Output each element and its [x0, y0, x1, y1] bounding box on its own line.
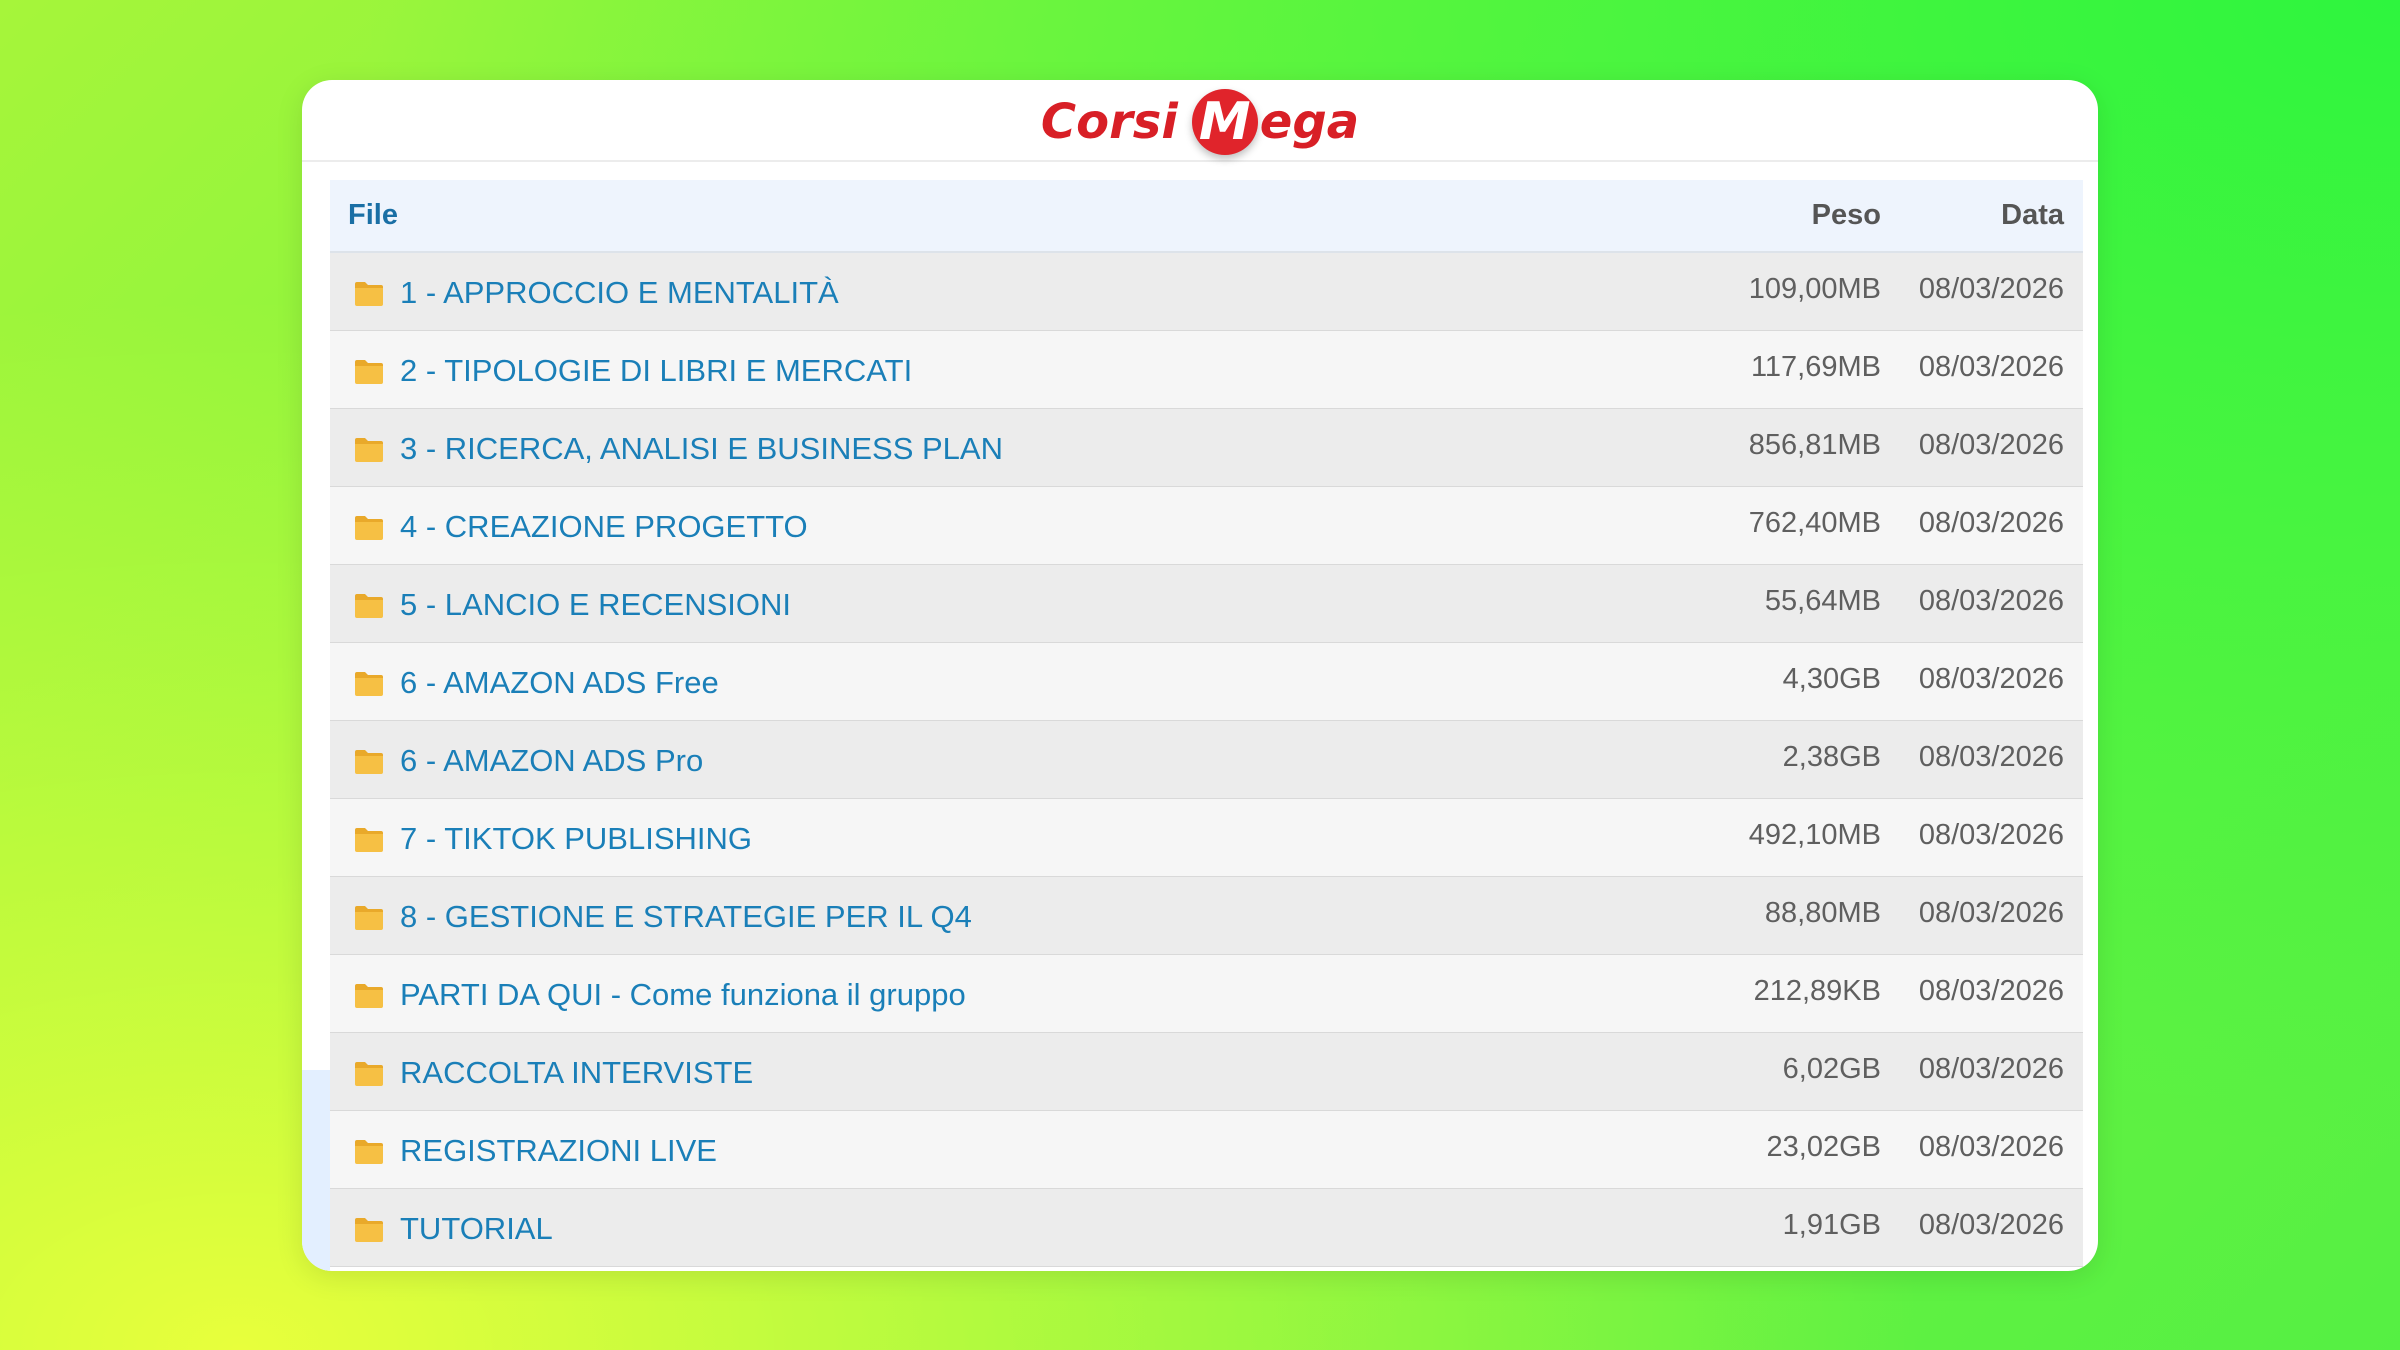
file-date: 08/03/2026 [1918, 975, 2064, 1007]
folder-link[interactable]: 7 - TIKTOK PUBLISHING [400, 821, 753, 856]
folder-icon [354, 827, 384, 853]
folder-icon [354, 905, 384, 931]
folder-link[interactable]: 8 - GESTIONE E STRATEGIE PER IL Q4 [400, 899, 972, 934]
left-accent-strip [302, 1070, 330, 1271]
file-date: 08/03/2026 [1918, 273, 2064, 305]
file-date: 08/03/2026 [1918, 585, 2064, 617]
folder-link[interactable]: 6 - AMAZON ADS Free [400, 665, 719, 700]
folder-link[interactable]: 1 - APPROCCIO E MENTALITÀ [400, 275, 839, 310]
file-date: 08/03/2026 [1918, 429, 2064, 461]
folder-icon [354, 359, 384, 385]
table-row[interactable]: PARTI DA QUI - Come funziona il gruppo 21… [330, 955, 2083, 1033]
file-size: 1,91GB [1782, 1209, 1881, 1241]
table-row[interactable]: 3 - RICERCA, ANALISI E BUSINESS PLAN 856,… [330, 409, 2083, 487]
folder-icon [354, 749, 384, 775]
folder-link[interactable]: 5 - LANCIO E RECENSIONI [400, 587, 792, 622]
table-row[interactable]: 7 - TIKTOK PUBLISHING 492,10MB 08/03/2026 [330, 799, 2083, 877]
table-header: File Peso Data [330, 180, 2083, 253]
file-size: 23,02GB [1766, 1131, 1881, 1163]
file-date: 08/03/2026 [1918, 897, 2064, 929]
folder-icon [354, 593, 384, 619]
table-row[interactable]: TUTORIAL 1,91GB 08/03/2026 [330, 1189, 2083, 1267]
folder-link[interactable]: PARTI DA QUI - Come funziona il gruppo [400, 977, 966, 1012]
folder-link[interactable]: 3 - RICERCA, ANALISI E BUSINESS PLAN [400, 431, 1003, 466]
folder-link[interactable]: TUTORIAL [400, 1211, 553, 1246]
folder-icon [354, 671, 384, 697]
file-date: 08/03/2026 [1918, 663, 2064, 695]
file-size: 109,00MB [1748, 273, 1881, 305]
column-header-date[interactable]: Data [2001, 199, 2064, 231]
table-row[interactable]: 6 - AMAZON ADS Free 4,30GB 08/03/2026 [330, 643, 2083, 721]
table-row[interactable]: 1 - APPROCCIO E MENTALITÀ 109,00MB 08/03/2… [330, 253, 2083, 331]
card-header: Corsi M ega [302, 80, 2098, 162]
folder-icon [354, 515, 384, 541]
brand-logo-m-badge: M [1191, 89, 1258, 155]
file-date: 08/03/2026 [1918, 819, 2064, 851]
file-size: 762,40MB [1748, 507, 1881, 539]
table-row[interactable]: 4 - CREAZIONE PROGETTO 762,40MB 08/03/2026 [330, 487, 2083, 565]
file-size: 6,02GB [1782, 1053, 1881, 1085]
folder-icon [354, 281, 384, 307]
file-date: 08/03/2026 [1918, 1131, 2064, 1163]
file-size: 4,30GB [1782, 663, 1881, 695]
folder-icon [354, 1139, 384, 1165]
file-date: 08/03/2026 [1918, 351, 2064, 383]
brand-logo-text-ega: ega [1259, 94, 1360, 150]
table-row[interactable]: 5 - LANCIO E RECENSIONI 55,64MB 08/03/2026 [330, 565, 2083, 643]
column-header-file[interactable]: File [348, 199, 398, 231]
table-row[interactable]: REGISTRAZIONI LIVE 23,02GB 08/03/2026 [330, 1111, 2083, 1189]
table-row[interactable]: RACCOLTA INTERVISTE 6,02GB 08/03/2026 [330, 1033, 2083, 1111]
file-date: 08/03/2026 [1918, 741, 2064, 773]
brand-logo-text-corsi: Corsi [1040, 94, 1178, 150]
folder-icon [354, 983, 384, 1009]
brand-logo[interactable]: Corsi M ega [1041, 89, 1359, 155]
column-header-size[interactable]: Peso [1811, 199, 1881, 231]
folder-link[interactable]: 4 - CREAZIONE PROGETTO [400, 509, 808, 544]
file-size: 117,69MB [1750, 351, 1881, 383]
table-row[interactable]: 2 - TIPOLOGIE DI LIBRI E MERCATI 117,69MB… [330, 331, 2083, 409]
file-size: 88,80MB [1764, 897, 1881, 929]
file-table: File Peso Data 1 - APPROCCIO E MENTALITÀ… [330, 180, 2083, 1267]
file-date: 08/03/2026 [1918, 1209, 2064, 1241]
file-size: 856,81MB [1748, 429, 1881, 461]
file-date: 08/03/2026 [1918, 507, 2064, 539]
file-size: 55,64MB [1764, 585, 1881, 617]
folder-link[interactable]: 6 - AMAZON ADS Pro [400, 743, 704, 778]
folder-icon [354, 437, 384, 463]
folder-link[interactable]: 2 - TIPOLOGIE DI LIBRI E MERCATI [400, 353, 913, 388]
file-size: 2,38GB [1782, 741, 1881, 773]
file-date: 08/03/2026 [1918, 1053, 2064, 1085]
folder-icon [354, 1061, 384, 1087]
table-body: 1 - APPROCCIO E MENTALITÀ 109,00MB 08/03/2… [330, 253, 2083, 1267]
file-browser-card: Corsi M ega File Peso Data 1 - APPROCCIO… [302, 80, 2098, 1271]
file-size: 492,10MB [1748, 819, 1881, 851]
file-size: 212,89KB [1753, 975, 1881, 1007]
table-row[interactable]: 6 - AMAZON ADS Pro 2,38GB 08/03/2026 [330, 721, 2083, 799]
folder-icon [354, 1217, 384, 1243]
table-row[interactable]: 8 - GESTIONE E STRATEGIE PER IL Q4 88,80M… [330, 877, 2083, 955]
folder-link[interactable]: REGISTRAZIONI LIVE [400, 1133, 717, 1168]
folder-link[interactable]: RACCOLTA INTERVISTE [400, 1055, 754, 1090]
